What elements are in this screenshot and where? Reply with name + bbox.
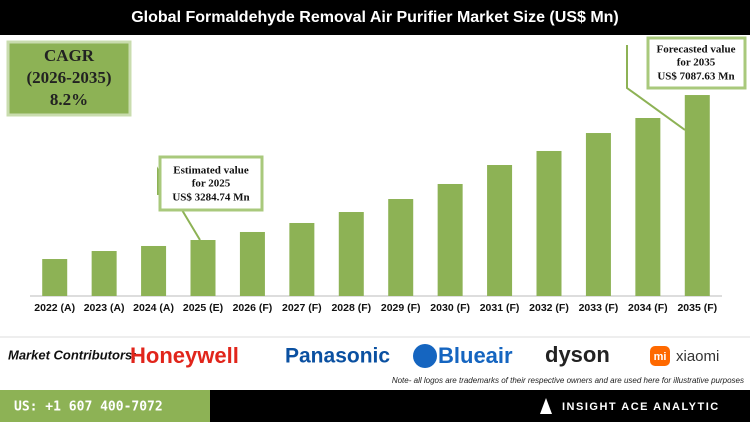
bar — [388, 199, 414, 296]
cagr-box — [6, 40, 132, 117]
x-tick-label: 2027 (F) — [282, 302, 322, 314]
footer-phone-bar — [0, 390, 210, 422]
x-tick-label: 2032 (F) — [529, 302, 569, 314]
x-tick-label: 2028 (F) — [331, 302, 371, 314]
x-tick-label: 2031 (F) — [480, 302, 520, 314]
callout-text: Estimated value — [173, 165, 249, 177]
footer-brand-bar — [210, 390, 750, 422]
cagr-label: CAGR — [44, 46, 95, 65]
callout-text: Forecasted value — [657, 44, 736, 56]
bar — [91, 251, 117, 296]
note: Note- all logos are trademarks of their … — [392, 376, 744, 385]
bar — [338, 212, 364, 296]
logo-blueair-mark — [413, 344, 437, 368]
callout-text: US$ 7087.63 Mn — [657, 71, 734, 83]
brand-icon — [540, 398, 552, 414]
x-tick-label: 2024 (A) — [133, 302, 174, 314]
callout-box — [158, 155, 264, 212]
x-tick-label: 2035 (F) — [677, 302, 717, 314]
bar — [190, 240, 216, 296]
callout-text: US$ 3284.74 Mn — [172, 192, 249, 204]
contributors-label: Market Contributors: — [8, 347, 137, 362]
x-tick-label: 2034 (F) — [628, 302, 668, 314]
logo-dyson: dyson — [545, 342, 610, 367]
logo-xiaomi-mark-text: mi — [654, 351, 667, 363]
x-tick-label: 2023 (A) — [84, 302, 125, 314]
x-tick-label: 2025 (E) — [183, 302, 223, 314]
x-tick-label: 2029 (F) — [381, 302, 421, 314]
bar — [585, 133, 611, 296]
bar — [536, 150, 562, 296]
logo-xiaomi: xiaomi — [676, 348, 719, 365]
x-tick-label: 2026 (F) — [233, 302, 273, 314]
logo-blueair: Blueair — [438, 343, 513, 368]
title-bar — [0, 0, 750, 35]
logo-honeywell: Honeywell — [130, 343, 239, 368]
x-tick-label: 2033 (F) — [579, 302, 619, 314]
logo-xiaomi-mark — [650, 346, 670, 366]
bar — [487, 165, 513, 296]
footer-phone: US: +1 607 400-7072 — [14, 400, 163, 415]
bar — [684, 95, 710, 297]
footer-brand: INSIGHT ACE ANALYTIC — [562, 401, 720, 413]
x-tick-label: 2022 (A) — [34, 302, 75, 314]
bar — [437, 183, 463, 296]
callout-text: for 2035 — [677, 57, 716, 69]
bar — [289, 222, 315, 296]
logo-panasonic: Panasonic — [285, 345, 390, 368]
bar — [635, 118, 661, 297]
x-tick-label: 2030 (F) — [430, 302, 470, 314]
chart-title: Global Formaldehyde Removal Air Purifier… — [131, 9, 619, 26]
callout-pointer — [626, 45, 686, 131]
bar — [239, 231, 265, 296]
callout-text: for 2025 — [192, 178, 231, 190]
cagr-period: (2026-2035) — [27, 68, 112, 87]
cagr-value: 8.2% — [50, 90, 88, 109]
callout-pointer — [157, 166, 201, 241]
bar — [42, 259, 68, 296]
callout-box — [646, 36, 747, 90]
bar — [141, 245, 167, 296]
